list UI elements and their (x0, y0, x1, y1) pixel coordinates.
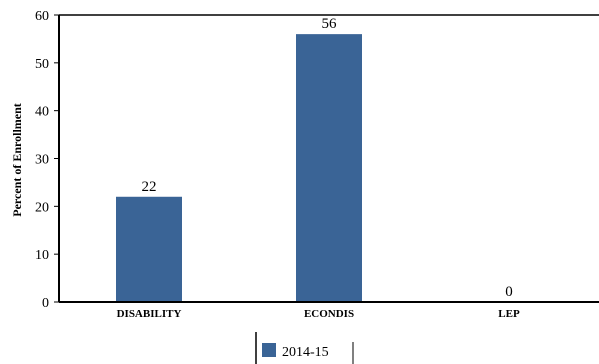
y-tick-label: 60 (35, 9, 49, 24)
y-axis-ticks: 0 10 20 30 40 50 60 (35, 9, 59, 311)
legend-swatch (262, 343, 276, 357)
y-tick-label: 40 (35, 105, 49, 120)
legend-label: 2014-15 (282, 345, 329, 360)
bars (116, 34, 362, 303)
data-label-econdis: 56 (322, 16, 338, 32)
category-label-disability: DISABILITY (117, 308, 182, 320)
category-label-lep: LEP (498, 308, 520, 320)
y-tick-label: 0 (42, 296, 49, 311)
y-tick-label: 10 (35, 248, 49, 263)
bar-disability (116, 196, 182, 302)
legend: 2014-15 (255, 332, 354, 364)
data-label-lep: 0 (505, 284, 513, 300)
data-labels: 22 56 0 (142, 16, 513, 300)
category-label-econdis: ECONDIS (304, 308, 354, 320)
bar-econdis (296, 34, 362, 303)
data-label-disability: 22 (142, 179, 157, 195)
y-axis-title: Percent of Enrollment (10, 103, 24, 217)
y-tick-label: 20 (35, 200, 49, 215)
category-labels: DISABILITY ECONDIS LEP (117, 308, 520, 320)
y-tick-label: 50 (35, 57, 49, 72)
y-tick-label: 30 (35, 153, 49, 168)
